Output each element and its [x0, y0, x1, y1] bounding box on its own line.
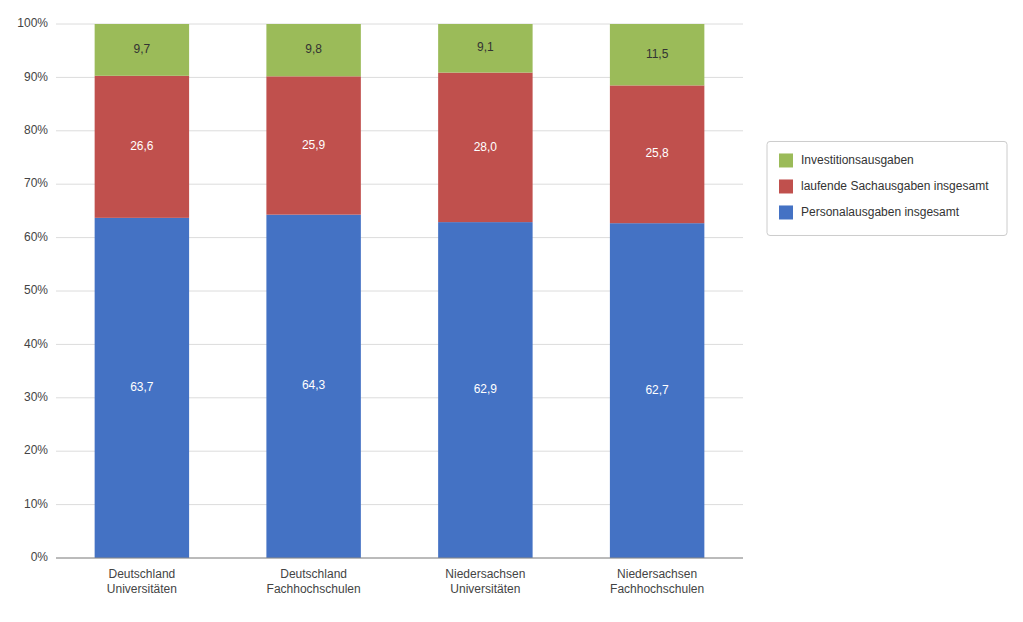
grid	[56, 24, 743, 558]
data-label: 9,7	[134, 42, 151, 56]
x-tick-label: DeutschlandUniversitäten	[107, 567, 177, 596]
y-tick-label: 100%	[17, 16, 48, 30]
legend-label: laufende Sachausgaben insgesamt	[801, 179, 989, 193]
chart-svg: 0% 10% 20% 30% 40% 50% 60% 70% 80% 90% 100% 63,7 64,…	[0, 0, 1023, 622]
data-label: 9,8	[305, 42, 322, 56]
data-label: 26,6	[130, 139, 154, 153]
bar-segment	[95, 76, 189, 218]
bars	[95, 24, 705, 558]
y-tick-label: 30%	[24, 390, 48, 404]
data-labels: 63,7 64,3 62,9 62,7 26,6 25,9 28,0 25,8 9,7 9,8 9,…	[130, 40, 669, 396]
x-axis: DeutschlandUniversitäten DeutschlandFachh…	[56, 558, 743, 596]
x-tick-label: NiedersachsenUniversitäten	[445, 567, 525, 596]
data-label: 62,7	[645, 383, 669, 397]
y-tick-label: 20%	[24, 443, 48, 457]
y-tick-label: 50%	[24, 283, 48, 297]
y-tick-label: 90%	[24, 70, 48, 84]
y-tick-label: 60%	[24, 230, 48, 244]
grid-line	[56, 558, 743, 559]
chart-container: 0% 10% 20% 30% 40% 50% 60% 70% 80% 90% 100% 63,7 64,…	[0, 0, 1023, 622]
bar-segment	[266, 76, 360, 214]
data-label: 62,9	[474, 382, 498, 396]
x-axis-line	[56, 558, 743, 559]
legend-label: Investitionsausgaben	[801, 153, 914, 167]
legend-swatch	[779, 153, 793, 167]
bar-segment	[95, 24, 189, 76]
data-label: 9,1	[477, 40, 494, 54]
data-label: 28,0	[474, 140, 498, 154]
bar-segment	[266, 24, 360, 76]
y-tick-label: 10%	[24, 497, 48, 511]
y-tick-label: 70%	[24, 176, 48, 190]
data-label: 63,7	[130, 380, 154, 394]
legend-swatch	[779, 205, 793, 219]
data-label: 25,9	[302, 138, 326, 152]
data-label: 11,5	[646, 47, 669, 61]
y-tick-label: 0%	[31, 550, 49, 564]
bar-segment	[438, 73, 532, 223]
bar-segment	[438, 24, 532, 73]
bar-segment	[610, 223, 704, 558]
bar-segment	[610, 85, 704, 223]
bar-segment	[438, 222, 532, 558]
legend: Investitionsausgaben laufende Sachausgabe…	[767, 141, 1007, 235]
data-label: 25,8	[645, 146, 669, 160]
x-tick-label: DeutschlandFachhochschulen	[267, 567, 361, 596]
legend-label: Personalausgaben insgesamt	[801, 205, 960, 219]
bar-segment	[266, 215, 360, 558]
y-tick-label: 80%	[24, 123, 48, 137]
legend-box	[767, 141, 1007, 235]
bar-segment	[95, 218, 189, 558]
x-tick-label: NiedersachsenFachhochschulen	[610, 567, 704, 596]
y-axis: 0% 10% 20% 30% 40% 50% 60% 70% 80% 90% 100%	[17, 16, 48, 564]
y-tick-label: 40%	[24, 337, 48, 351]
legend-swatch	[779, 179, 793, 193]
bar-segment	[610, 24, 704, 85]
data-label: 64,3	[302, 378, 326, 392]
